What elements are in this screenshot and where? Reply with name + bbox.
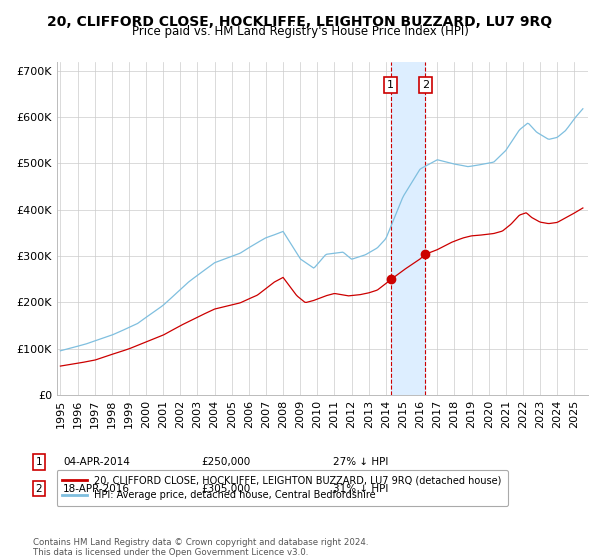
- Text: 04-APR-2014: 04-APR-2014: [63, 457, 130, 467]
- Bar: [391, 62, 425, 395]
- Text: Contains HM Land Registry data © Crown copyright and database right 2024.
This d: Contains HM Land Registry data © Crown c…: [33, 538, 368, 557]
- Text: 18-APR-2016: 18-APR-2016: [63, 484, 130, 494]
- Text: 27% ↓ HPI: 27% ↓ HPI: [333, 457, 388, 467]
- Text: £250,000: £250,000: [201, 457, 250, 467]
- Text: 1: 1: [387, 80, 394, 90]
- Text: 31% ↓ HPI: 31% ↓ HPI: [333, 484, 388, 494]
- Text: 2: 2: [35, 484, 43, 494]
- Text: 1: 1: [35, 457, 43, 467]
- Text: 2: 2: [422, 80, 429, 90]
- Text: 20, CLIFFORD CLOSE, HOCKLIFFE, LEIGHTON BUZZARD, LU7 9RQ: 20, CLIFFORD CLOSE, HOCKLIFFE, LEIGHTON …: [47, 15, 553, 29]
- Text: £305,000: £305,000: [201, 484, 250, 494]
- Text: Price paid vs. HM Land Registry's House Price Index (HPI): Price paid vs. HM Land Registry's House …: [131, 25, 469, 38]
- Legend: 20, CLIFFORD CLOSE, HOCKLIFFE, LEIGHTON BUZZARD, LU7 9RQ (detached house), HPI: : 20, CLIFFORD CLOSE, HOCKLIFFE, LEIGHTON …: [56, 470, 508, 506]
